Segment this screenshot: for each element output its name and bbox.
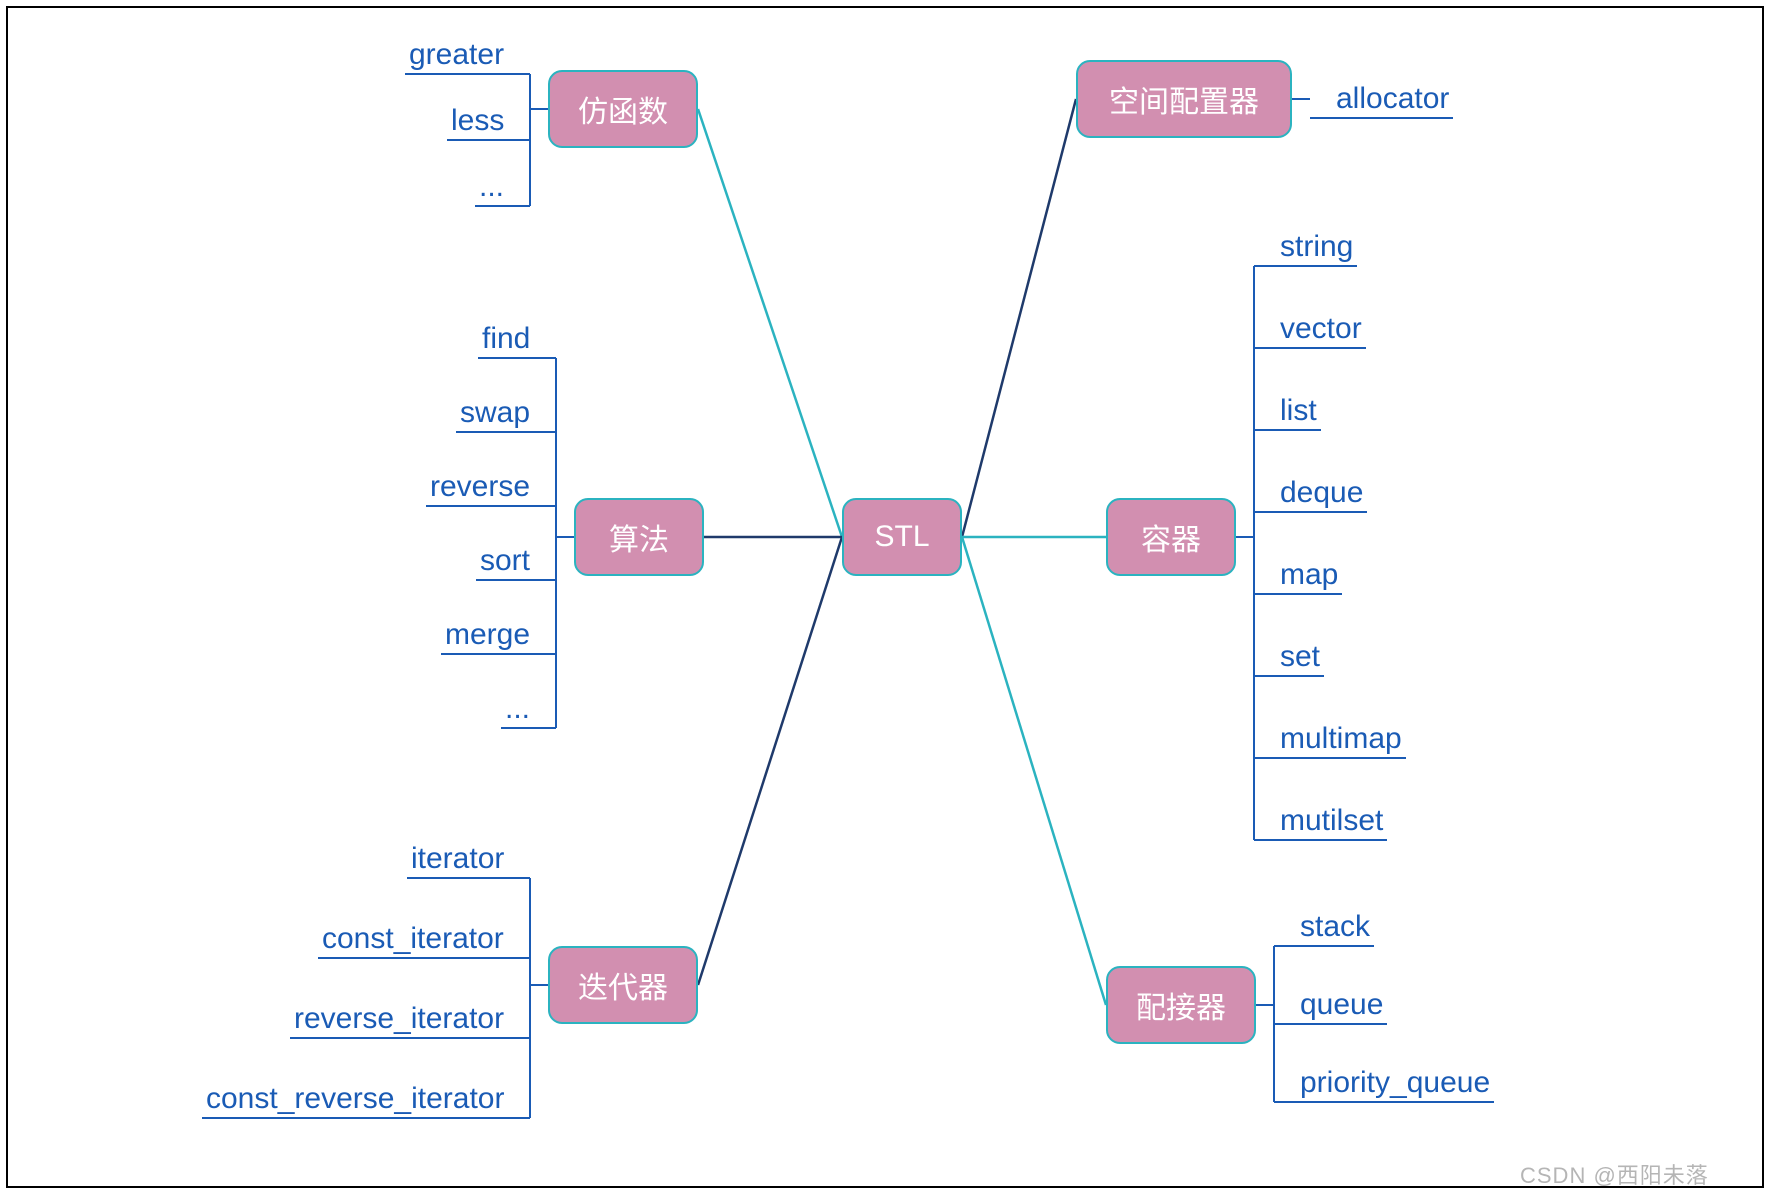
leaf-container-6: multimap (1280, 722, 1402, 756)
watermark: CSDN @西阳未落 (1520, 1158, 1709, 1190)
leaf-iterator-2: reverse_iterator (294, 1002, 504, 1036)
node-label: 迭代器 (578, 963, 668, 1007)
leaf-iterator-1: const_iterator (322, 922, 504, 956)
leaf-adapter-1: queue (1300, 988, 1383, 1022)
branch-node-algorithm: 算法 (574, 498, 704, 576)
center-node-stl: STL (842, 498, 962, 576)
leaf-adapter-2: priority_queue (1300, 1066, 1490, 1100)
node-label: 配接器 (1136, 983, 1226, 1027)
leaf-algorithm-0: find (482, 322, 530, 356)
leaf-algorithm-4: merge (445, 618, 530, 652)
branch-node-adapter: 配接器 (1106, 966, 1256, 1044)
branch-node-iterator: 迭代器 (548, 946, 698, 1024)
leaf-container-0: string (1280, 230, 1353, 264)
leaf-algorithm-5: ... (505, 692, 530, 726)
leaf-container-3: deque (1280, 476, 1363, 510)
node-label: 仿函数 (578, 87, 668, 131)
leaf-functor-0: greater (409, 38, 504, 72)
node-label: 容器 (1141, 515, 1201, 559)
leaf-adapter-0: stack (1300, 910, 1370, 944)
leaf-algorithm-1: swap (460, 396, 530, 430)
leaf-container-5: set (1280, 640, 1320, 674)
leaf-container-7: mutilset (1280, 804, 1383, 838)
leaf-container-1: vector (1280, 312, 1362, 346)
leaf-algorithm-2: reverse (430, 470, 530, 504)
branch-node-allocator: 空间配置器 (1076, 60, 1292, 138)
node-label: 算法 (609, 515, 669, 559)
leaf-functor-2: ... (479, 170, 504, 204)
leaf-functor-1: less (451, 104, 504, 138)
node-label: STL (874, 520, 929, 554)
leaf-algorithm-3: sort (480, 544, 530, 578)
branch-node-container: 容器 (1106, 498, 1236, 576)
branch-node-functor: 仿函数 (548, 70, 698, 148)
leaf-container-4: map (1280, 558, 1338, 592)
leaf-iterator-0: iterator (411, 842, 504, 876)
leaf-allocator-0: allocator (1336, 82, 1449, 116)
diagram-frame (6, 6, 1764, 1188)
leaf-container-2: list (1280, 394, 1317, 428)
node-label: 空间配置器 (1109, 77, 1259, 121)
leaf-iterator-3: const_reverse_iterator (206, 1082, 504, 1116)
